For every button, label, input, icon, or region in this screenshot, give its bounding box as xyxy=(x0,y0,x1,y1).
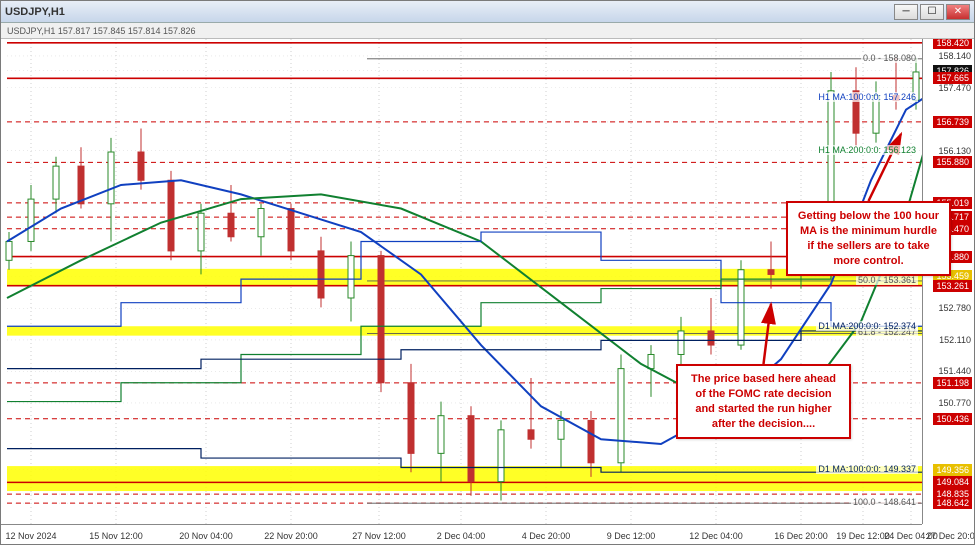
window-title: USDJPY,H1 xyxy=(5,6,894,18)
chart-window: USDJPY,H1 ─ ☐ ✕ USDJPY,H1 157.817 157.84… xyxy=(0,0,975,545)
maximize-button[interactable]: ☐ xyxy=(920,4,944,20)
price-tag: 150.436 xyxy=(933,413,972,425)
titlebar[interactable]: USDJPY,H1 ─ ☐ ✕ xyxy=(1,1,974,23)
x-tick: 15 Nov 12:00 xyxy=(89,531,143,541)
close-button[interactable]: ✕ xyxy=(946,4,970,20)
price-tag: 149.084 xyxy=(933,476,972,488)
x-tick: 2 Dec 04:00 xyxy=(437,531,486,541)
ma-label: H1 MA:200:0:0: 156.123 xyxy=(816,145,918,155)
y-tick: 158.140 xyxy=(938,51,971,61)
window-buttons: ─ ☐ ✕ xyxy=(894,4,970,20)
x-tick: 16 Dec 20:00 xyxy=(774,531,828,541)
y-axis: 158.140157.470156.130152.780152.110151.4… xyxy=(922,39,974,524)
anno-mid: The price based here ahead of the FOMC r… xyxy=(676,364,851,439)
minimize-button[interactable]: ─ xyxy=(894,4,918,20)
anno-top: Getting below the 100 hour MA is the min… xyxy=(786,201,951,276)
y-tick: 156.130 xyxy=(938,146,971,156)
price-tag: 151.198 xyxy=(933,377,972,389)
fib-label: 50.0 - 153.361 xyxy=(856,275,918,285)
price-tag: 148.642 xyxy=(933,497,972,509)
price-tag: 156.739 xyxy=(933,116,972,128)
x-tick: 9 Dec 12:00 xyxy=(607,531,656,541)
price-tag: 149.356 xyxy=(933,464,972,476)
x-tick: 12 Dec 04:00 xyxy=(689,531,743,541)
price-tag: 158.420 xyxy=(933,39,972,49)
x-tick: 20 Nov 04:00 xyxy=(179,531,233,541)
x-tick: 22 Nov 20:00 xyxy=(264,531,318,541)
x-tick: 19 Dec 12:00 xyxy=(836,531,890,541)
price-tag: 153.261 xyxy=(933,280,972,292)
price-tag: 157.665 xyxy=(933,72,972,84)
x-tick: 4 Dec 20:00 xyxy=(522,531,571,541)
x-axis: 12 Nov 2024 15 Nov 12:00 20 Nov 04:00 22 No… xyxy=(1,524,922,544)
fib-label: 0.0 - 158.080 xyxy=(861,53,918,63)
price-tag: 155.880 xyxy=(933,156,972,168)
toolbar-quote: USDJPY,H1 157.817 157.845 157.814 157.82… xyxy=(7,26,196,36)
x-tick: 12 Nov 2024 xyxy=(5,531,56,541)
ma-label: D1 MA:100:0:0: 149.337 xyxy=(816,464,918,474)
x-tick: 27 Nov 12:00 xyxy=(352,531,406,541)
y-tick: 152.780 xyxy=(938,303,971,313)
chart-area[interactable]: 158.140157.470156.130152.780152.110151.4… xyxy=(1,39,974,544)
y-tick: 150.770 xyxy=(938,398,971,408)
ma-label: H1 MA:100:0:0: 157.246 xyxy=(816,92,918,102)
ma-label: D1 MA:200:0:0: 152.374 xyxy=(816,321,918,331)
y-tick: 151.440 xyxy=(938,366,971,376)
y-tick: 152.110 xyxy=(939,335,971,345)
fib-label: 100.0 - 148.641 xyxy=(851,497,918,507)
x-tick: 27 Dec 20:00 xyxy=(926,531,974,541)
toolbar: USDJPY,H1 157.817 157.845 157.814 157.82… xyxy=(1,23,974,39)
